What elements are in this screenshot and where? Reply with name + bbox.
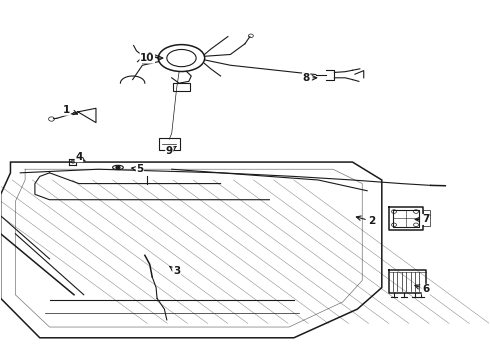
Text: 6: 6 [415,284,429,294]
Text: 7: 7 [415,215,429,224]
Text: 10: 10 [140,53,163,63]
Text: 3: 3 [170,266,180,276]
Text: 1: 1 [63,105,77,115]
Circle shape [116,166,120,169]
Text: 5: 5 [132,164,144,174]
Text: 2: 2 [356,216,376,226]
Text: 8: 8 [302,73,317,83]
Text: 9: 9 [166,146,176,156]
Text: 4: 4 [75,152,85,162]
